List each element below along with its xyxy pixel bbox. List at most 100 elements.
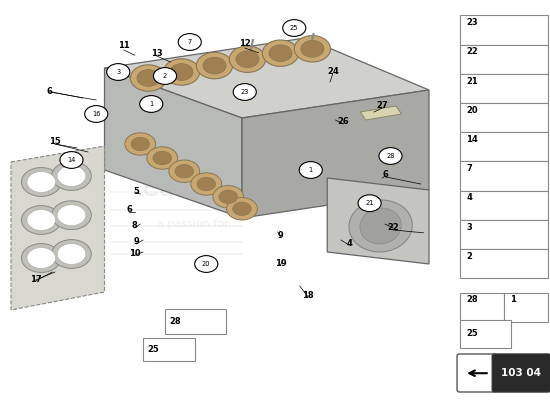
Polygon shape (360, 106, 402, 120)
Text: 7: 7 (188, 39, 192, 45)
Circle shape (27, 210, 56, 230)
Ellipse shape (349, 200, 412, 252)
Circle shape (140, 96, 163, 112)
Text: 14: 14 (67, 157, 76, 163)
Circle shape (52, 201, 91, 230)
Circle shape (299, 162, 322, 178)
Text: 6: 6 (126, 206, 132, 214)
Text: 1: 1 (510, 296, 516, 304)
Text: 23: 23 (240, 89, 249, 95)
Circle shape (197, 177, 216, 191)
FancyBboxPatch shape (460, 74, 548, 103)
FancyBboxPatch shape (460, 191, 548, 220)
Text: 28: 28 (466, 296, 478, 304)
Text: 103 04: 103 04 (502, 368, 541, 378)
Circle shape (379, 148, 402, 164)
Polygon shape (104, 68, 242, 218)
Text: 3: 3 (116, 69, 120, 75)
Circle shape (229, 46, 266, 72)
FancyBboxPatch shape (460, 103, 548, 132)
Circle shape (195, 256, 218, 272)
Text: 4: 4 (346, 240, 352, 248)
Circle shape (191, 173, 222, 195)
Circle shape (219, 190, 238, 204)
Circle shape (85, 106, 108, 122)
Circle shape (169, 160, 200, 182)
Circle shape (21, 168, 61, 196)
Text: 25: 25 (466, 329, 478, 338)
Text: 20: 20 (466, 106, 478, 115)
Circle shape (301, 40, 324, 57)
Text: 16: 16 (92, 111, 101, 117)
Text: 21: 21 (365, 200, 374, 206)
Text: eurospares: eurospares (142, 174, 298, 202)
FancyBboxPatch shape (143, 338, 195, 361)
Polygon shape (104, 38, 429, 118)
Text: 4: 4 (466, 194, 472, 202)
Text: 6: 6 (47, 88, 52, 96)
Circle shape (60, 152, 83, 168)
Circle shape (147, 147, 178, 169)
Text: 9: 9 (134, 238, 139, 246)
Text: 28: 28 (386, 153, 395, 159)
FancyBboxPatch shape (460, 45, 548, 74)
Circle shape (358, 195, 381, 212)
Circle shape (213, 186, 244, 208)
Circle shape (27, 248, 56, 268)
FancyBboxPatch shape (492, 354, 550, 392)
Text: 18: 18 (302, 292, 314, 300)
Circle shape (57, 244, 86, 264)
Text: 14: 14 (466, 135, 478, 144)
Circle shape (227, 198, 257, 220)
Circle shape (137, 70, 160, 86)
Text: 2: 2 (163, 73, 167, 79)
Polygon shape (327, 178, 429, 264)
Ellipse shape (360, 208, 401, 244)
Text: 25: 25 (290, 25, 299, 31)
Text: 5: 5 (133, 188, 139, 196)
Text: 21: 21 (466, 77, 478, 86)
Circle shape (170, 64, 193, 80)
Polygon shape (11, 146, 104, 310)
Circle shape (57, 166, 86, 186)
Circle shape (107, 64, 130, 80)
Circle shape (57, 205, 86, 226)
Text: 10: 10 (129, 250, 141, 258)
Circle shape (163, 59, 200, 85)
Text: a passion for...: a passion for... (157, 219, 239, 229)
Text: 28: 28 (169, 317, 181, 326)
Circle shape (269, 45, 292, 62)
Circle shape (196, 52, 233, 79)
Polygon shape (242, 90, 429, 218)
Circle shape (153, 68, 177, 84)
Circle shape (125, 133, 156, 155)
FancyBboxPatch shape (460, 132, 548, 161)
Text: 19: 19 (274, 260, 287, 268)
FancyBboxPatch shape (460, 293, 504, 322)
Text: 22: 22 (387, 224, 399, 232)
FancyBboxPatch shape (460, 220, 548, 249)
Circle shape (262, 40, 299, 66)
Circle shape (130, 65, 167, 91)
Text: 3: 3 (466, 223, 472, 232)
FancyBboxPatch shape (165, 309, 226, 334)
Text: 13: 13 (151, 50, 163, 58)
Circle shape (27, 172, 56, 192)
Text: 1: 1 (309, 167, 313, 173)
FancyBboxPatch shape (504, 293, 548, 322)
Circle shape (52, 240, 91, 268)
Text: 15: 15 (49, 138, 61, 146)
FancyBboxPatch shape (460, 320, 511, 348)
Text: 27: 27 (376, 102, 388, 110)
FancyBboxPatch shape (457, 354, 496, 392)
Text: 23: 23 (466, 18, 478, 27)
FancyBboxPatch shape (460, 161, 548, 190)
Circle shape (294, 36, 331, 62)
Circle shape (233, 84, 256, 100)
Circle shape (131, 137, 150, 151)
Text: 22: 22 (466, 48, 478, 56)
Text: 17: 17 (30, 276, 42, 284)
Text: 2: 2 (466, 252, 472, 261)
Circle shape (21, 206, 61, 234)
Circle shape (21, 244, 61, 272)
